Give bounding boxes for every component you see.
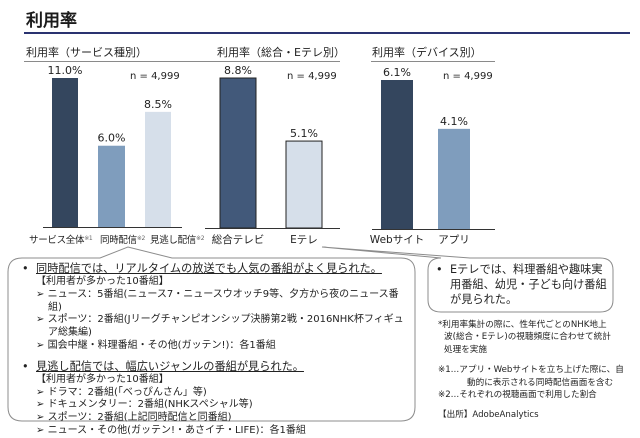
category-label: サービス全体※1 bbox=[29, 234, 93, 246]
vod-subheading: 【利用者が多かった10番組】 bbox=[36, 373, 169, 385]
list-item: ➢ ニュース：5番組(ニュース7・ニュースウオッチ9等、夕方から夜のニュース番組… bbox=[36, 288, 399, 313]
sample-size-label: n = 4,999 bbox=[287, 71, 337, 82]
list-item: ➢ スポーツ：2番組(Jリーグチャンピオンシップ決勝第2戦・2016NHK杯フィ… bbox=[36, 314, 404, 339]
list-item: ➢ ドキュメンタリー：2番組(NHKスペシャル等) bbox=[36, 399, 253, 411]
bar bbox=[52, 78, 78, 227]
category-label: Webサイト bbox=[370, 234, 424, 246]
list-item: ➢ スポーツ：2番組(上記同時配信と同番組) bbox=[36, 412, 232, 424]
vod-heading: • 見逃し配信では、幅広いジャンルの番組が見られた。 bbox=[22, 359, 304, 373]
callout-etele: • Eテレでは、料理番組や趣味実 用番組、幼児・子ども向け番組 が見られた。 bbox=[436, 263, 607, 306]
sample-size-label: n = 4,999 bbox=[130, 71, 180, 82]
list-item: ➢ 国会中継・料理番組・その他(ガッテン!)：各1番組 bbox=[36, 339, 276, 351]
value-label: 11.0% bbox=[48, 64, 83, 77]
title-divider bbox=[24, 32, 630, 34]
sample-size-label: n = 4,999 bbox=[443, 71, 493, 82]
bar bbox=[98, 145, 125, 227]
callout-simulcast-vod: • 同時配信では、リアルタイムの放送でも人気の番組がよく見られた。 【利用者が多か… bbox=[22, 261, 410, 438]
category-label: アプリ bbox=[438, 234, 470, 246]
category-label: Eテレ bbox=[290, 234, 318, 246]
simulcast-heading: • 同時配信では、リアルタイムの放送でも人気の番組がよく見られた。 bbox=[22, 262, 382, 275]
value-label: 5.1% bbox=[290, 127, 318, 140]
category-label: 総合テレビ bbox=[212, 233, 265, 246]
value-label: 6.1% bbox=[383, 66, 411, 79]
chart-title-channel: 利用率（総合・Eテレ別） bbox=[217, 46, 345, 59]
chart-title-service: 利用率（サービス種別） bbox=[26, 46, 147, 59]
chart-title-rule bbox=[216, 61, 340, 62]
value-label: 6.0% bbox=[98, 132, 126, 145]
bar-charts: 11.0% サービス全体※1 6.0% 同時配信※2 8.5% 見逃し配信※2 n = 4,… bbox=[29, 64, 495, 246]
category-label: 同時配信※2 bbox=[100, 234, 146, 246]
chart-title-rule bbox=[371, 61, 495, 62]
value-label: 8.8% bbox=[224, 64, 252, 77]
footnotes: *利用率集計の際に、性年代ごとのNHK地上 波(総合・Eテレ)の視聴頻度に合わせ… bbox=[438, 320, 624, 421]
value-label: 8.5% bbox=[144, 98, 172, 111]
bar bbox=[145, 111, 171, 227]
page-title: 利用率 bbox=[26, 11, 77, 31]
list-item: ➢ ニュース・その他(ガッテン!・あさイチ・LIFE)：各1番組 bbox=[36, 424, 306, 436]
chart-title-rule bbox=[24, 61, 226, 62]
bar bbox=[381, 80, 413, 229]
bar bbox=[438, 128, 470, 229]
chart-title-device: 利用率（デバイス別） bbox=[372, 46, 482, 59]
bar bbox=[285, 140, 323, 229]
simulcast-subheading: 【利用者が多かった10番組】 bbox=[36, 276, 169, 287]
list-item: ➢ ドラマ：2番組(「べっぴんさん」等) bbox=[36, 386, 207, 398]
source-note: 【出所】AdobeAnalytics bbox=[438, 410, 539, 421]
category-label: 見逃し配信※2 bbox=[150, 234, 205, 246]
value-label: 4.1% bbox=[440, 115, 468, 128]
